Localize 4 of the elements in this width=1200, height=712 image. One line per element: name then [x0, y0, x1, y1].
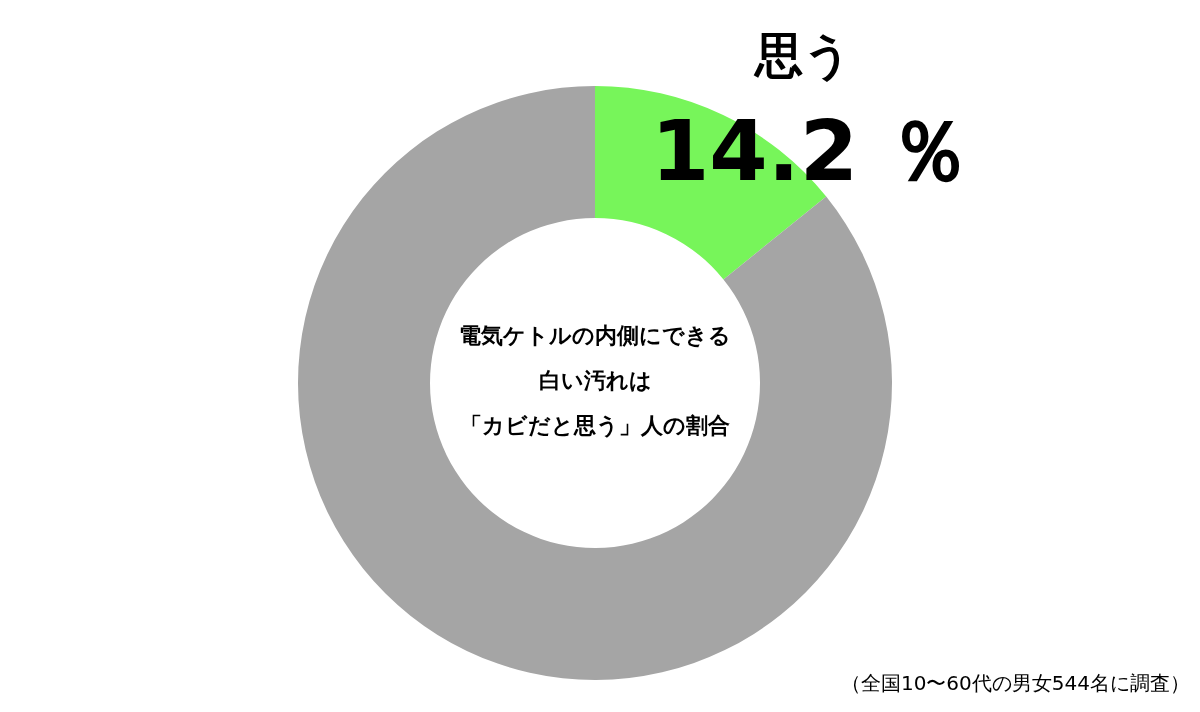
text: 電気ケトルの内側にできる白い汚れは: [459, 322, 731, 395]
slice-label: 思う: [752, 27, 852, 84]
text: 「カビだと思う」人の割合: [459, 412, 731, 440]
text: （全国10〜60代の男女544名に調査）: [840, 671, 1190, 695]
